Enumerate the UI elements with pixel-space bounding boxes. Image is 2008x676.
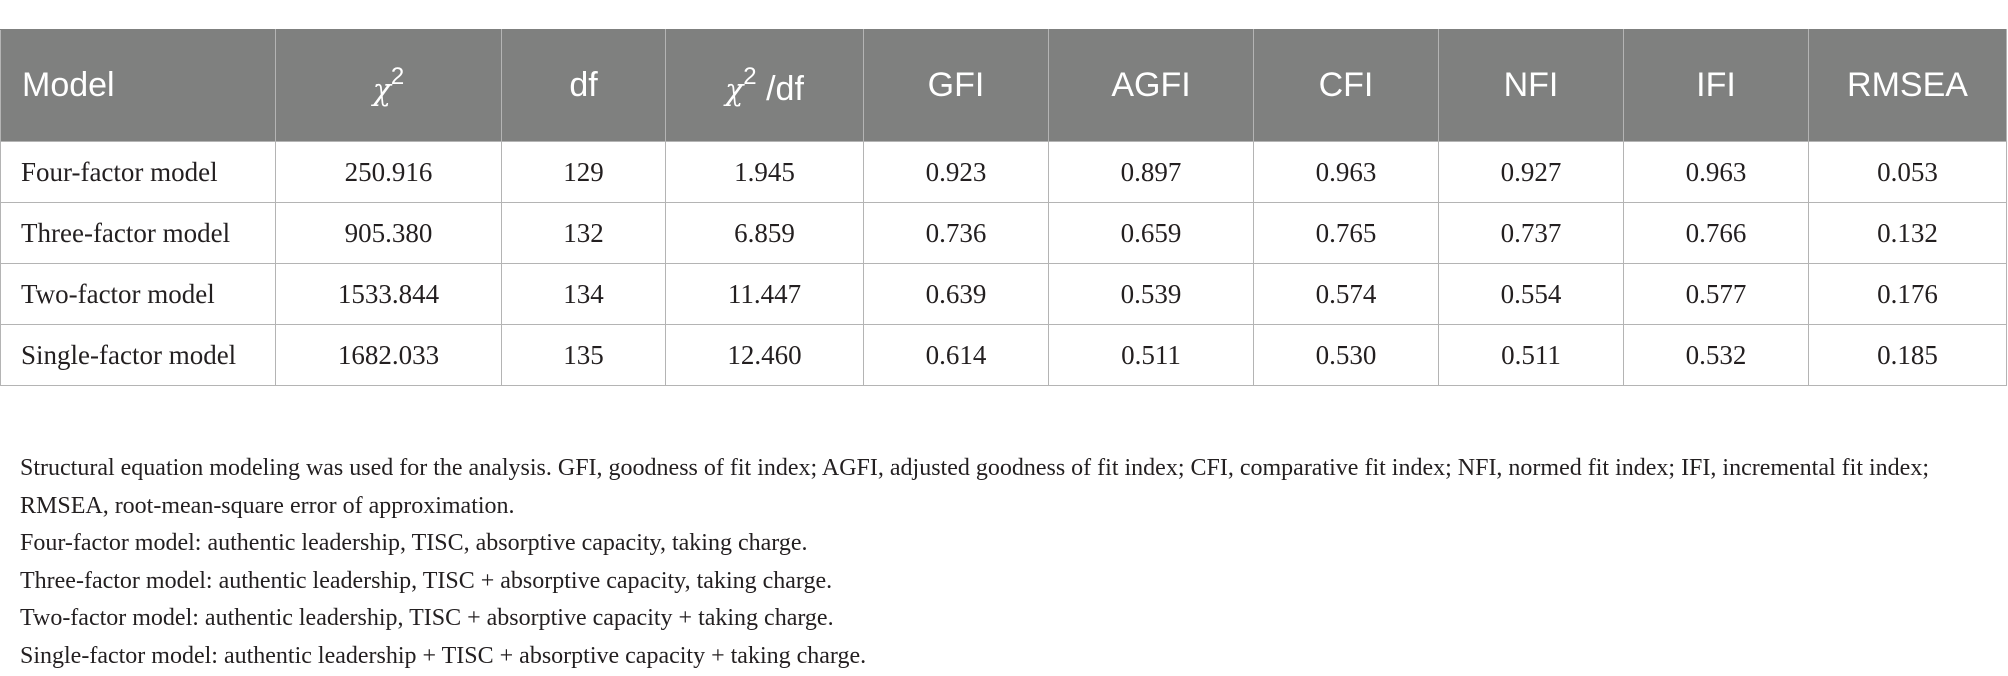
chi-square-cell: 250.916 xyxy=(275,141,502,203)
header-gfi: GFI xyxy=(863,29,1049,142)
agfi-cell: 0.511 xyxy=(1048,324,1254,386)
footnote-four-factor: Four-factor model: authentic leadership,… xyxy=(20,530,808,556)
df-cell: 129 xyxy=(501,141,666,203)
header-nfi: NFI xyxy=(1438,29,1624,142)
header-ifi: IFI xyxy=(1623,29,1809,142)
model-name-cell: Single-factor model xyxy=(0,324,276,386)
chi-exponent: 2 xyxy=(390,62,405,90)
table-row: Four-factor model 250.916 129 1.945 0.92… xyxy=(0,141,2007,203)
nfi-cell: 0.737 xyxy=(1438,202,1624,264)
model-name-cell: Three-factor model xyxy=(0,202,276,264)
table-row: Three-factor model 905.380 132 6.859 0.7… xyxy=(0,202,2007,264)
rmsea-cell: 0.053 xyxy=(1808,141,2007,203)
chi-symbol: χ xyxy=(725,72,744,108)
model-name-cell: Two-factor model xyxy=(0,263,276,325)
agfi-cell: 0.539 xyxy=(1048,263,1254,325)
cfi-cell: 0.963 xyxy=(1253,141,1439,203)
header-cfi: CFI xyxy=(1253,29,1439,142)
nfi-cell: 0.554 xyxy=(1438,263,1624,325)
table-row: Two-factor model 1533.844 134 11.447 0.6… xyxy=(0,263,2007,325)
ifi-cell: 0.577 xyxy=(1623,263,1809,325)
chi-square-cell: 1682.033 xyxy=(275,324,502,386)
chi-square-df-cell: 1.945 xyxy=(665,141,864,203)
nfi-cell: 0.927 xyxy=(1438,141,1624,203)
cfi-cell: 0.530 xyxy=(1253,324,1439,386)
header-model: Model xyxy=(0,29,276,142)
rmsea-cell: 0.176 xyxy=(1808,263,2007,325)
header-agfi: AGFI xyxy=(1048,29,1254,142)
footnote-single-factor: Single-factor model: authentic leadershi… xyxy=(20,642,867,669)
cfi-cell: 0.765 xyxy=(1253,202,1439,264)
chi-symbol: χ xyxy=(372,72,391,108)
chi-exponent: 2 xyxy=(743,62,757,90)
footnote-two-factor: Two-factor model: authentic leadership, … xyxy=(20,605,834,631)
rmsea-cell: 0.132 xyxy=(1808,202,2007,264)
ifi-cell: 0.963 xyxy=(1623,141,1809,203)
header-rmsea: RMSEA xyxy=(1808,29,2007,142)
table-body: Four-factor model 250.916 129 1.945 0.92… xyxy=(0,141,2007,386)
gfi-cell: 0.923 xyxy=(863,141,1049,203)
df-cell: 132 xyxy=(501,202,666,264)
gfi-cell: 0.639 xyxy=(863,263,1049,325)
chi-square-df-cell: 11.447 xyxy=(665,263,864,325)
footnote-three-factor: Three-factor model: authentic leadership… xyxy=(20,567,833,594)
header-df: df xyxy=(501,29,666,142)
fit-indices-table: Model χ2 df χ2 /df GFI AGFI CFI NFI IFI … xyxy=(0,29,2007,386)
agfi-cell: 0.897 xyxy=(1048,141,1254,203)
model-name-cell: Four-factor model xyxy=(0,141,276,203)
per-df-label: /df xyxy=(756,69,804,108)
header-chi-square: χ2 xyxy=(275,29,502,142)
nfi-cell: 0.511 xyxy=(1438,324,1624,386)
df-cell: 134 xyxy=(501,263,666,325)
rmsea-cell: 0.185 xyxy=(1808,324,2007,386)
ifi-cell: 0.532 xyxy=(1623,324,1809,386)
table-row: Single-factor model 1682.033 135 12.460 … xyxy=(0,324,2007,386)
ifi-cell: 0.766 xyxy=(1623,202,1809,264)
agfi-cell: 0.659 xyxy=(1048,202,1254,264)
fit-indices-table-container: Model χ2 df χ2 /df GFI AGFI CFI NFI IFI … xyxy=(0,29,2007,386)
df-cell: 135 xyxy=(501,324,666,386)
gfi-cell: 0.736 xyxy=(863,202,1049,264)
header-row: Model χ2 df χ2 /df GFI AGFI CFI NFI IFI … xyxy=(0,29,2007,142)
table-header: Model χ2 df χ2 /df GFI AGFI CFI NFI IFI … xyxy=(0,29,2007,142)
table-footnotes: Structural equation modeling was used fo… xyxy=(20,450,1980,675)
header-chi-square-df: χ2 /df xyxy=(665,29,864,142)
chi-square-df-cell: 12.460 xyxy=(665,324,864,386)
cfi-cell: 0.574 xyxy=(1253,263,1439,325)
chi-square-cell: 1533.844 xyxy=(275,263,502,325)
footnote-abbreviations: Structural equation modeling was used fo… xyxy=(20,455,1929,519)
chi-square-df-cell: 6.859 xyxy=(665,202,864,264)
gfi-cell: 0.614 xyxy=(863,324,1049,386)
chi-square-cell: 905.380 xyxy=(275,202,502,264)
